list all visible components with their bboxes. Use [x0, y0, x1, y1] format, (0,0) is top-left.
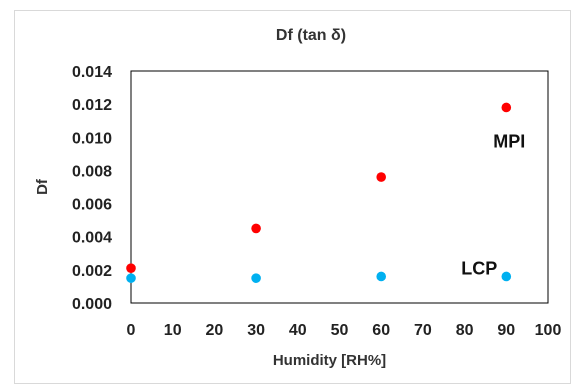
x-tick-label: 40 — [289, 322, 307, 339]
point-mpi — [376, 172, 387, 182]
series-label-lcp: LCP — [461, 258, 497, 278]
series-label-mpi: MPI — [493, 131, 525, 151]
x-tick-label: 80 — [456, 322, 474, 339]
chart-title: Df (tan δ) — [276, 27, 346, 44]
x-tick-label: 0 — [127, 322, 136, 339]
x-tick-label: 100 — [535, 322, 562, 339]
y-axis-ticks: 0.000 0.002 0.004 0.006 0.008 0.010 0.012 0.014 — [72, 64, 112, 313]
point-lcp — [126, 273, 136, 283]
y-tick-label: 0.008 — [72, 163, 112, 180]
y-tick-label: 0.000 — [72, 296, 112, 313]
point-lcp — [501, 271, 512, 282]
x-tick-label: 30 — [247, 322, 265, 339]
x-tick-label: 50 — [331, 322, 349, 339]
plot-area — [130, 70, 549, 304]
x-axis-ticks: 0 10 20 30 40 50 60 70 80 90 100 — [127, 322, 562, 339]
y-tick-label: 0.002 — [72, 263, 112, 280]
y-tick-label: 0.004 — [72, 230, 112, 247]
point-mpi — [501, 102, 512, 113]
x-tick-label: 20 — [206, 322, 224, 339]
point-lcp — [251, 273, 261, 283]
data-points — [126, 102, 512, 283]
x-tick-label: 70 — [414, 322, 432, 339]
point-mpi — [126, 263, 136, 274]
chart-frame — [14, 10, 571, 384]
x-tick-label: 10 — [164, 322, 182, 339]
y-tick-label: 0.010 — [72, 130, 112, 147]
y-tick-label: 0.012 — [72, 97, 112, 114]
y-tick-label: 0.006 — [72, 197, 112, 214]
point-mpi — [251, 223, 261, 234]
y-axis-title: Df — [34, 178, 51, 195]
y-tick-label: 0.014 — [72, 64, 112, 81]
x-axis-title: Humidity [RH%] — [273, 352, 386, 369]
x-tick-label: 90 — [497, 322, 515, 339]
x-tick-label: 60 — [372, 322, 390, 339]
point-lcp — [376, 271, 387, 282]
